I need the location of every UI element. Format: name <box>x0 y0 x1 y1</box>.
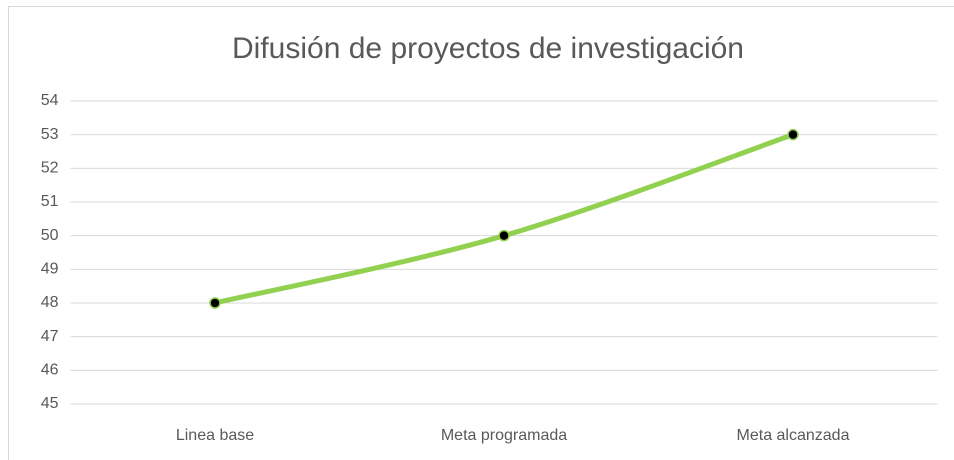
y-tick-label: 47 <box>41 328 59 345</box>
marker <box>787 128 799 141</box>
x-tick-label: Meta alcanzada <box>737 427 850 444</box>
chart-border <box>8 6 954 460</box>
y-tick-label: 45 <box>41 395 59 412</box>
x-tick-label: Linea base <box>176 427 254 444</box>
y-tick-label: 54 <box>41 92 59 109</box>
y-tick-label: 53 <box>41 126 59 143</box>
chart-title: Difusión de proyectos de investigación <box>232 32 744 65</box>
marker <box>209 297 221 309</box>
y-tick-label: 50 <box>41 227 59 244</box>
y-tick-label: 49 <box>41 261 59 278</box>
y-tick-label: 46 <box>41 362 59 379</box>
y-tick-label: 51 <box>41 193 59 210</box>
y-tick-label: 52 <box>41 160 59 177</box>
y-tick-label: 48 <box>41 294 59 311</box>
marker <box>498 229 510 242</box>
line <box>212 132 796 306</box>
x-tick-label: Meta programada <box>441 427 567 444</box>
